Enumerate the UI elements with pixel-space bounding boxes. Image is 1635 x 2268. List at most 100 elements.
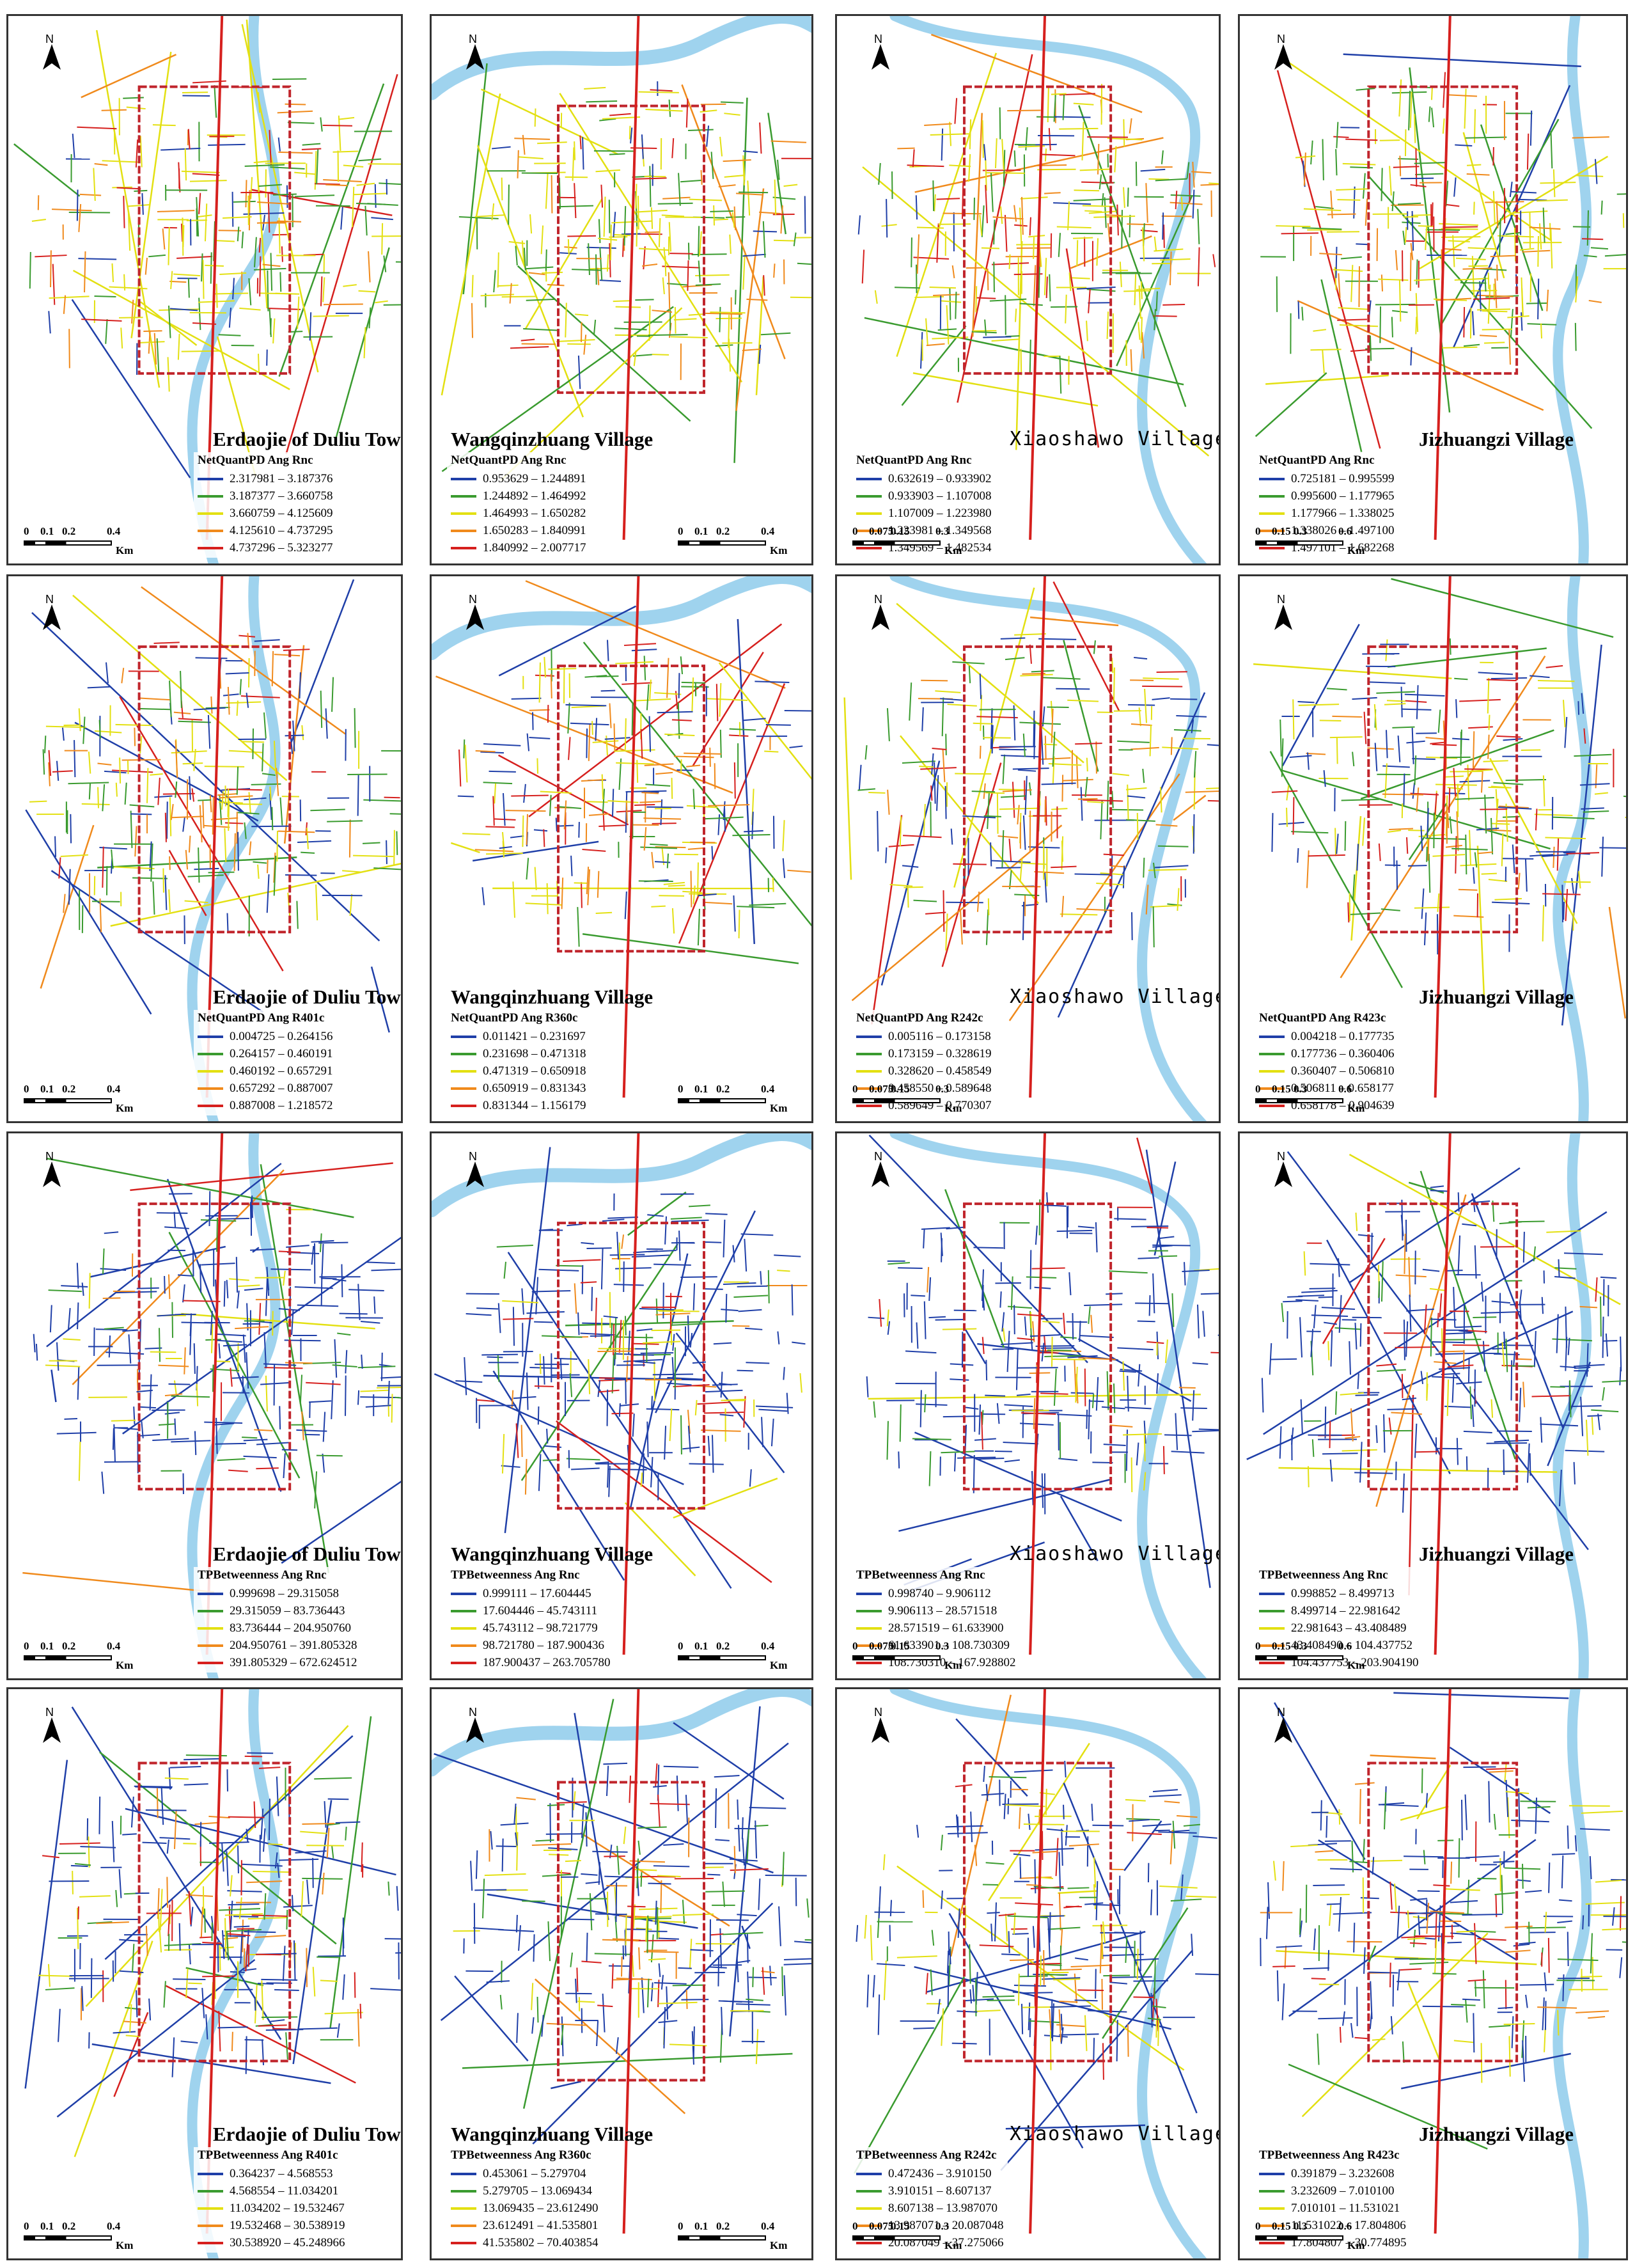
map-legend: NetQuantPD Ang R360c 0.011421 – 0.231697… <box>447 1010 590 1115</box>
street-segment <box>1051 865 1077 869</box>
street-segment <box>270 2019 285 2022</box>
road-segment <box>1276 1950 1537 1965</box>
street-network <box>1260 1692 1626 2150</box>
street-segment <box>1368 1971 1398 1974</box>
street-segment <box>857 215 861 235</box>
street-segment <box>755 1405 794 1408</box>
street-segment <box>526 298 556 301</box>
street-segment <box>502 1300 538 1303</box>
street-segment <box>942 749 946 782</box>
street-segment <box>152 1438 189 1442</box>
street-segment <box>188 1891 192 1925</box>
street-segment <box>1184 1262 1186 1286</box>
street-segment <box>310 808 345 812</box>
street-segment <box>687 1410 691 1434</box>
street-segment <box>916 1824 919 1838</box>
street-segment <box>48 311 51 334</box>
scale-tick-label: 0.2 <box>62 525 76 537</box>
street-segment <box>338 116 355 120</box>
legend-range: 0.005116 – 0.173158 <box>888 1029 991 1043</box>
street-segment <box>129 2004 132 2033</box>
street-segment <box>276 768 279 796</box>
street-segment <box>1451 1374 1455 1403</box>
street-segment <box>302 1823 335 1825</box>
street-segment <box>250 1248 275 1251</box>
street-segment <box>294 1286 333 1289</box>
street-segment <box>1493 1813 1496 1830</box>
map-title: Wangqinzhuang Village <box>451 986 653 1008</box>
street-segment <box>606 1389 609 1426</box>
road-segment <box>46 1163 282 1348</box>
map-canvas <box>432 576 811 1098</box>
street-segment <box>1116 204 1119 236</box>
street-segment <box>101 1471 105 1494</box>
street-segment <box>1354 1782 1375 1785</box>
street-segment <box>522 134 526 155</box>
road-segment <box>46 1157 354 1218</box>
road-segment <box>1349 1167 1521 1283</box>
street-segment <box>1427 808 1429 839</box>
street-segment <box>612 1938 641 1941</box>
street-segment <box>904 886 923 888</box>
scale-bar: 0 0.075 0.15 0.3 Km <box>852 1640 993 1678</box>
street-segment <box>1354 2036 1369 2040</box>
scale-bar-graphic <box>1255 540 1343 546</box>
street-segment <box>1572 136 1609 139</box>
street-segment <box>312 1967 316 1997</box>
scale-tick-label: 0.1 <box>694 1083 708 1095</box>
street-segment <box>1073 102 1094 106</box>
street-segment <box>536 1996 539 2023</box>
street-segment <box>1566 852 1600 854</box>
street-segment <box>1295 1299 1318 1302</box>
street-segment <box>235 1326 269 1330</box>
street-segment <box>219 794 223 825</box>
scale-unit: Km <box>770 544 788 556</box>
street-segment <box>1150 904 1181 908</box>
legend-range: 13.987071 – 20.087048 <box>888 2218 1004 2232</box>
street-segment <box>1044 1355 1082 1358</box>
street-segment <box>928 1451 932 1486</box>
street-segment <box>1153 315 1177 317</box>
street-segment <box>475 750 496 753</box>
street-segment <box>1406 740 1425 744</box>
street-segment <box>58 857 61 879</box>
road-segment <box>72 269 290 390</box>
legend-item: 0.472436 – 3.910150 <box>856 2165 1004 2182</box>
street-segment <box>994 1902 997 1942</box>
street-segment <box>602 1218 625 1222</box>
street-segment <box>1034 870 1065 874</box>
map-title: Erdaojie of Duliu Town <box>213 428 403 450</box>
road-segment <box>504 1147 551 1533</box>
street-segment <box>700 109 717 113</box>
street-segment <box>215 1417 218 1454</box>
street-segment <box>1453 2040 1475 2044</box>
legend-swatch <box>198 1087 223 1090</box>
street-segment <box>575 1978 577 2003</box>
street-segment <box>1087 2010 1127 2013</box>
street-segment <box>231 1376 259 1379</box>
street-segment <box>866 1974 870 2008</box>
street-segment <box>1058 1852 1061 1891</box>
street-segment <box>1493 782 1524 785</box>
street-segment <box>196 1383 199 1406</box>
legend-item: 0.725181 – 0.995599 <box>1259 470 1395 487</box>
street-segment <box>164 1777 189 1780</box>
street-segment <box>254 1985 258 2024</box>
map-panel-xiaoshawo: N Xiaoshawo Village TPBetweenness Ang R24… <box>835 1687 1221 2260</box>
scale-unit: Km <box>1347 2239 1365 2251</box>
street-segment <box>999 107 1001 139</box>
street-segment <box>49 295 90 299</box>
north-label: N <box>1277 1706 1285 1719</box>
street-network <box>435 580 811 965</box>
road-segment <box>1408 1394 1414 1596</box>
street-segment <box>1061 775 1064 802</box>
legend-item: 0.953629 – 1.244891 <box>451 470 586 487</box>
map-legend: TPBetweenness Ang R242c 0.472436 – 3.910… <box>852 2147 1008 2253</box>
legend-swatch <box>856 1087 882 1090</box>
street-segment <box>729 728 756 731</box>
street-segment <box>1170 698 1198 700</box>
street-segment <box>1005 1914 1008 1942</box>
street-segment <box>1053 1368 1057 1406</box>
street-segment <box>1303 1251 1306 1276</box>
street-segment <box>740 1233 774 1236</box>
